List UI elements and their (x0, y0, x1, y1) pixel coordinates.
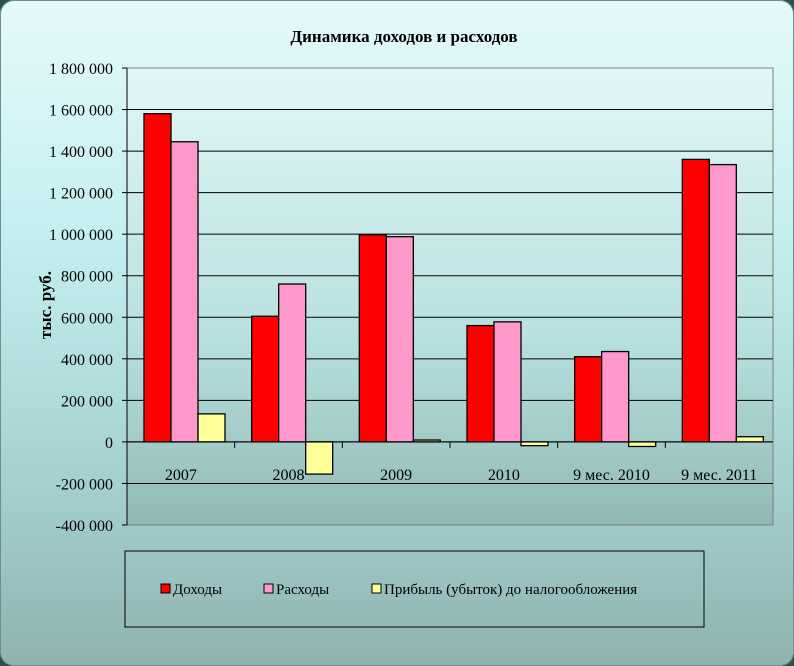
bar (251, 315, 280, 443)
chart-title: Динамика доходов и расходов (290, 27, 517, 46)
y-tick-label: 1 000 000 (49, 227, 113, 244)
x-category-label: 2007 (165, 467, 197, 484)
x-axis-categories: 2007 2008 2009 2010 9 мес. 2010 9 мес. 2011 (165, 467, 757, 484)
bar (385, 236, 414, 443)
x-category-label: 2010 (488, 467, 520, 484)
y-tick-label: -400 000 (56, 518, 113, 535)
y-axis-ticks: 1 800 000 1 600 000 1 400 000 1 200 000 1 00… (49, 61, 113, 535)
y-tick-label: 0 (105, 435, 113, 452)
bar (170, 141, 199, 443)
y-tick-label: 200 000 (61, 393, 113, 410)
legend-label: Прибыль (убыток) до налогообложения (384, 582, 637, 598)
bar (358, 234, 387, 443)
bar (143, 113, 172, 443)
bar (574, 356, 603, 443)
y-tick-label: 1 800 000 (49, 61, 113, 78)
plot-area (126, 67, 774, 526)
y-tick-label: 1 600 000 (49, 103, 113, 120)
legend-items: Доходы Расходы Прибыль (убыток) до налогоо… (160, 582, 637, 598)
legend-label: Доходы (173, 582, 222, 598)
x-category-label: 9 мес. 2011 (681, 467, 757, 484)
y-axis-label: тыс. руб. (36, 271, 55, 339)
bar (708, 163, 737, 443)
legend-swatch (263, 583, 274, 594)
bar (493, 321, 522, 443)
bar (197, 413, 226, 443)
legend-swatch (160, 583, 171, 594)
bar (466, 324, 495, 443)
bar (601, 350, 630, 443)
x-category-label: 2009 (380, 467, 412, 484)
bars-layer (127, 113, 773, 475)
legend-box (124, 550, 705, 628)
bar (628, 441, 657, 448)
y-tick-label: 1 200 000 (49, 186, 113, 203)
bar (278, 283, 307, 443)
y-tick-label: 1 400 000 (49, 144, 113, 161)
x-category-label: 9 мес. 2010 (573, 467, 650, 484)
y-tick-label: 600 000 (61, 310, 113, 327)
y-tick-label: -200 000 (56, 476, 113, 493)
legend: Доходы Расходы Прибыль (убыток) до налогоо… (124, 550, 705, 628)
y-tick-label: 400 000 (61, 352, 113, 369)
y-tick-label: 800 000 (61, 269, 113, 286)
bar (305, 441, 334, 475)
bar (735, 436, 764, 443)
x-category-label: 2008 (273, 467, 305, 484)
bar (681, 158, 710, 443)
legend-label: Расходы (276, 582, 329, 598)
bar (520, 441, 549, 447)
legend-swatch (371, 583, 382, 594)
